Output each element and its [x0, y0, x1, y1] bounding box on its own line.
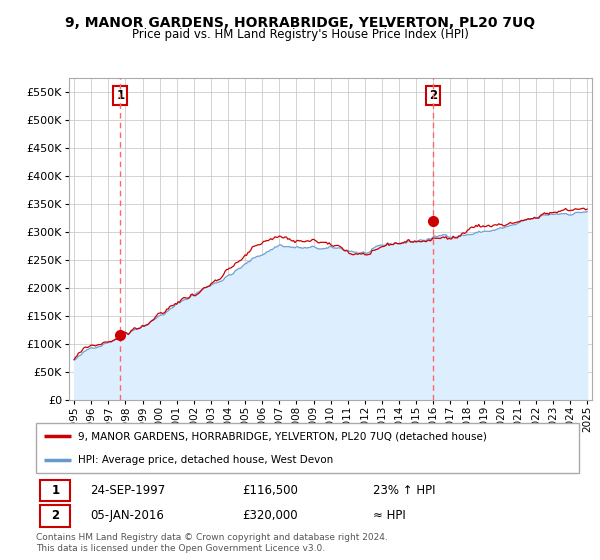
Text: 05-JAN-2016: 05-JAN-2016 [91, 510, 164, 522]
Text: 9, MANOR GARDENS, HORRABRIDGE, YELVERTON, PL20 7UQ (detached house): 9, MANOR GARDENS, HORRABRIDGE, YELVERTON… [79, 431, 487, 441]
Text: £320,000: £320,000 [242, 510, 298, 522]
FancyBboxPatch shape [40, 505, 70, 526]
Text: 1: 1 [116, 88, 124, 102]
FancyBboxPatch shape [40, 480, 70, 501]
Text: HPI: Average price, detached house, West Devon: HPI: Average price, detached house, West… [79, 455, 334, 465]
Text: 9, MANOR GARDENS, HORRABRIDGE, YELVERTON, PL20 7UQ: 9, MANOR GARDENS, HORRABRIDGE, YELVERTON… [65, 16, 535, 30]
Text: 1: 1 [51, 484, 59, 497]
Text: ≈ HPI: ≈ HPI [373, 510, 406, 522]
Text: 2: 2 [429, 88, 437, 102]
Text: Contains HM Land Registry data © Crown copyright and database right 2024.
This d: Contains HM Land Registry data © Crown c… [36, 533, 388, 553]
Text: Price paid vs. HM Land Registry's House Price Index (HPI): Price paid vs. HM Land Registry's House … [131, 28, 469, 41]
Text: 23% ↑ HPI: 23% ↑ HPI [373, 484, 435, 497]
Text: 24-SEP-1997: 24-SEP-1997 [91, 484, 166, 497]
Text: 2: 2 [51, 510, 59, 522]
Text: £116,500: £116,500 [242, 484, 298, 497]
